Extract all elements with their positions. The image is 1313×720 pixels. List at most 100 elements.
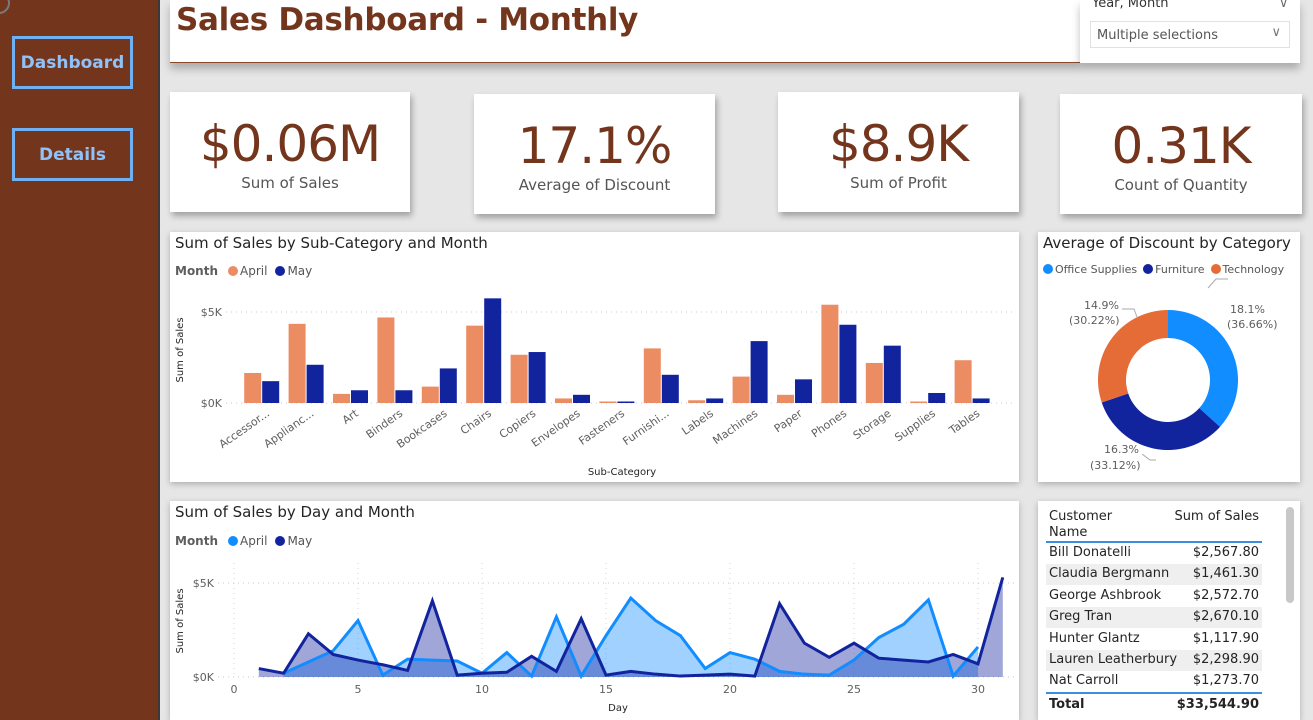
bar-may[interactable]	[795, 379, 812, 403]
bar-may[interactable]	[972, 398, 990, 403]
bar-april[interactable]	[821, 304, 839, 403]
legend-title: Month	[175, 264, 219, 278]
bar-april[interactable]	[421, 386, 439, 403]
total-label: Total	[1046, 691, 1154, 715]
bar-april[interactable]	[643, 348, 661, 403]
x-tick-label: Chairs	[458, 407, 494, 438]
bar-april[interactable]	[377, 317, 395, 403]
bar-may[interactable]	[484, 298, 502, 403]
kpi-value: 17.1%	[517, 117, 673, 175]
table-row[interactable]: Nat Carroll $1,273.70	[1046, 671, 1262, 693]
leader-line	[1141, 453, 1156, 461]
bar-may[interactable]	[750, 341, 768, 403]
y-axis-label: Sum of Sales	[175, 317, 186, 382]
sidebar: Dashboard Details	[0, 0, 160, 720]
bar-april[interactable]	[954, 360, 972, 403]
legend-may[interactable]: May	[275, 264, 312, 278]
back-circle-icon[interactable]	[0, 0, 10, 14]
bar-april[interactable]	[466, 325, 484, 403]
dashboard-nav-button[interactable]: Dashboard	[12, 36, 133, 89]
donut-slice-office-supplies[interactable]	[1168, 310, 1238, 427]
x-tick-label: Envelopes	[529, 407, 583, 450]
bar-april[interactable]	[910, 401, 928, 404]
legend-dot-icon	[1043, 264, 1053, 274]
bar-april[interactable]	[777, 394, 794, 403]
sales-value: $2,670.10	[1154, 606, 1262, 628]
bar-may[interactable]	[839, 324, 857, 403]
x-tick-label: 10	[475, 683, 489, 696]
table-row[interactable]: Claudia Bergmann $1,461.30	[1046, 563, 1262, 585]
column-header-sales[interactable]: Sum of Sales	[1154, 509, 1262, 543]
table-row[interactable]: Greg Tran $2,670.10	[1046, 606, 1262, 628]
bar-april[interactable]	[288, 323, 306, 403]
bar-may[interactable]	[661, 374, 679, 403]
bar-may[interactable]	[351, 390, 368, 403]
line-april[interactable]	[282, 595, 980, 680]
bar-may[interactable]	[928, 392, 946, 403]
column-header-customer[interactable]: Customer Name	[1046, 509, 1154, 543]
x-tick-label: Paper	[772, 407, 805, 436]
x-tick-label: 20	[723, 683, 737, 696]
legend-may[interactable]: May	[275, 534, 312, 548]
kpi-card-sales: $0.06M Sum of Sales	[170, 92, 410, 212]
slice-percent-label: (36.66%)	[1227, 318, 1278, 331]
x-tick-label: 0	[231, 683, 238, 696]
bar-may[interactable]	[262, 381, 280, 403]
bar-may[interactable]	[617, 401, 635, 404]
bar-may[interactable]	[573, 394, 590, 403]
legend-office-supplies[interactable]: Office Supplies	[1043, 263, 1137, 276]
bar-april[interactable]	[555, 398, 572, 403]
x-axis-label: Day	[608, 703, 628, 714]
leader-line	[1122, 308, 1138, 318]
x-tick-label: 30	[971, 683, 985, 696]
bar-may[interactable]	[395, 390, 413, 403]
leader-line	[1207, 278, 1228, 289]
x-tick-label: Labels	[679, 407, 716, 438]
area-may	[258, 577, 1003, 677]
chevron-down-icon[interactable]: ∨	[1279, 0, 1288, 10]
bar-april[interactable]	[244, 372, 262, 403]
bar-may[interactable]	[883, 345, 901, 403]
legend-technology[interactable]: Technology	[1210, 263, 1284, 276]
legend-label: April	[240, 534, 268, 548]
legend-april[interactable]: April	[228, 264, 267, 278]
bar-may[interactable]	[439, 368, 457, 403]
legend-dot-icon	[275, 266, 286, 276]
table-row[interactable]: Bill Donatelli $2,567.80	[1046, 542, 1262, 564]
y-tick-label: $0K	[201, 397, 223, 410]
bar-may[interactable]	[706, 398, 724, 403]
bar-april[interactable]	[510, 354, 528, 403]
donut-slice-furniture[interactable]	[1101, 393, 1221, 450]
line-may[interactable]	[258, 576, 1005, 678]
y-tick-label: $5K	[201, 306, 223, 319]
table-row[interactable]: George Ashbrook $2,572.70	[1046, 585, 1262, 607]
customer-name: Claudia Bergmann	[1046, 563, 1169, 585]
x-tick-label: Bookcases	[394, 407, 450, 451]
slicer-dropdown[interactable]: Multiple selections ∨	[1090, 21, 1290, 48]
bar-april[interactable]	[333, 393, 350, 403]
bar-april[interactable]	[865, 362, 883, 403]
bar-april[interactable]	[732, 376, 750, 403]
kpi-card-profit: $8.9K Sum of Profit	[778, 92, 1019, 212]
customer-name: Bill Donatelli	[1049, 545, 1131, 561]
kpi-caption: Sum of Sales	[241, 174, 339, 192]
kpi-value: $0.06M	[199, 115, 381, 173]
table-scrollbar[interactable]	[1286, 507, 1294, 603]
customer-name: Lauren Leatherbury	[1046, 649, 1177, 671]
table-row[interactable]: Hunter Glantz $1,117.90	[1046, 628, 1262, 650]
header: Sales Dashboard - Monthly	[170, 0, 1080, 63]
area-april	[283, 598, 979, 677]
legend-label: April	[240, 264, 268, 278]
details-nav-button[interactable]: Details	[12, 128, 133, 181]
table-row[interactable]: Lauren Leatherbury $2,298.90	[1046, 649, 1262, 671]
legend-april[interactable]: April	[228, 534, 267, 548]
bar-april[interactable]	[599, 401, 617, 404]
donut-slice-technology[interactable]	[1098, 310, 1168, 403]
bar-may[interactable]	[528, 352, 546, 403]
bar-april[interactable]	[688, 400, 706, 403]
bar-may[interactable]	[306, 364, 324, 403]
legend-furniture[interactable]: Furniture	[1143, 263, 1205, 276]
customer-sales-table: Customer Name Sum of Sales Bill Donatell…	[1046, 509, 1262, 715]
slice-percent-label: (30.22%)	[1069, 314, 1120, 327]
x-tick-label: Machines	[710, 407, 760, 448]
